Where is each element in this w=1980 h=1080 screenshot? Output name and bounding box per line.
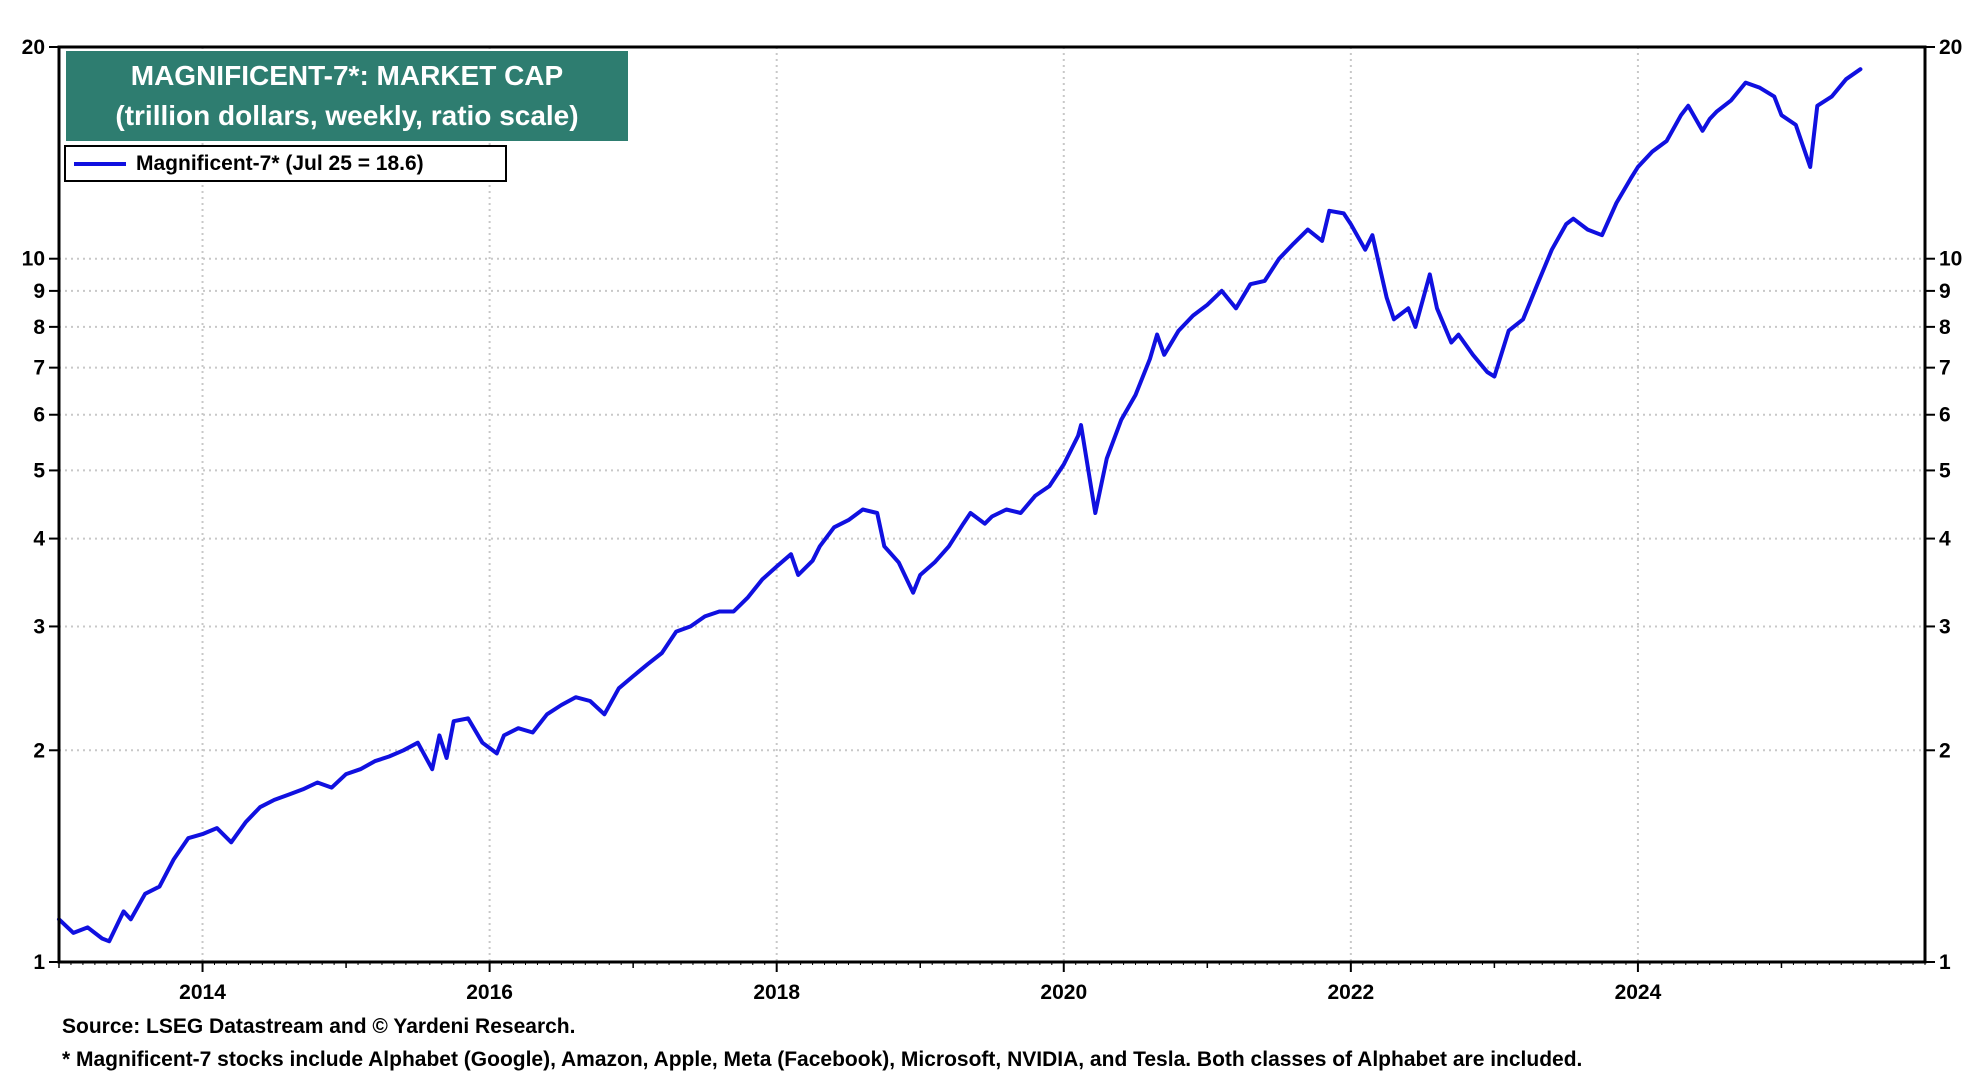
y-tick-label-left: 9 (33, 280, 45, 303)
legend-swatch-series (74, 161, 126, 166)
y-tick-label-left: 10 (22, 248, 45, 271)
footnote: * Magnificent-7 stocks include Alphabet … (62, 1048, 1583, 1071)
y-tick-label-right: 9 (1939, 280, 1951, 303)
y-tick-label-left: 8 (33, 316, 45, 339)
x-tick-label: 2014 (179, 981, 226, 1004)
y-tick-label-right: 20 (1939, 36, 1962, 59)
x-tick-label: 2016 (466, 981, 513, 1004)
grid-lines (59, 47, 1925, 962)
x-tick-label: 2022 (1327, 981, 1374, 1004)
chart-subtitle: (trillion dollars, weekly, ratio scale) (115, 100, 579, 131)
y-tick-label-right: 8 (1939, 316, 1951, 339)
series-layer (57, 67, 1863, 944)
y-tick-label-left: 4 (33, 528, 45, 551)
y-tick-label-left: 7 (33, 357, 45, 380)
legend-label: Magnificent-7* (Jul 25 = 18.6) (136, 151, 424, 175)
y-tick-label-left: 6 (33, 404, 45, 427)
y-tick-label-right: 6 (1939, 404, 1951, 427)
y-tick-label-right: 10 (1939, 248, 1962, 271)
x-tick-label: 2018 (753, 981, 800, 1004)
y-tick-label-right: 4 (1939, 528, 1951, 551)
y-tick-label-left: 20 (22, 36, 45, 59)
y-tick-label-left: 3 (33, 615, 45, 638)
chart-title-box: MAGNIFICENT-7*: MARKET CAP (trillion dol… (66, 51, 628, 141)
x-tick-label: 2024 (1615, 981, 1662, 1004)
y-tick-label-right: 1 (1939, 951, 1951, 974)
chart-title: MAGNIFICENT-7*: MARKET CAP (130, 60, 564, 91)
source-note: Source: LSEG Datastream and © Yardeni Re… (62, 1015, 576, 1038)
x-tick-label: 2020 (1040, 981, 1087, 1004)
y-tick-label-right: 2 (1939, 739, 1951, 762)
series-line-magnificent-7 (57, 67, 1863, 944)
plot-frame (57, 45, 1927, 964)
legend: Magnificent-7* (Jul 25 = 18.6) (64, 145, 507, 182)
y-tick-label-right: 3 (1939, 615, 1951, 638)
y-tick-label-right: 5 (1939, 459, 1951, 482)
y-tick-label-right: 7 (1939, 357, 1951, 380)
y-tick-label-left: 5 (33, 459, 45, 482)
y-tick-label-left: 2 (33, 739, 45, 762)
y-tick-label-left: 1 (33, 951, 45, 974)
